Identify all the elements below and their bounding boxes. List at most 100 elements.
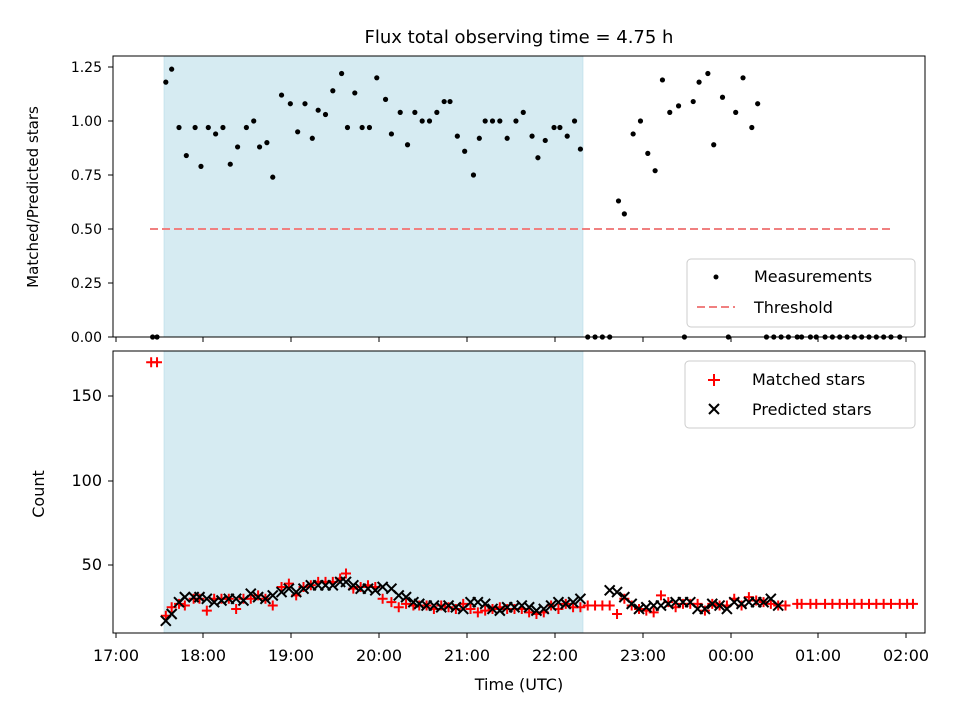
predicted-star-point	[267, 589, 279, 602]
count-points	[146, 357, 918, 627]
matched-star-point	[341, 568, 352, 579]
matched-star-point	[443, 602, 454, 613]
measurement-point	[220, 124, 226, 131]
predicted-star-point	[545, 599, 557, 612]
measurement-point	[243, 124, 249, 131]
measurement-point	[489, 118, 496, 124]
measurement-point	[412, 109, 418, 115]
measurement-point	[330, 88, 336, 94]
measurement-point	[551, 124, 557, 131]
measurement-point	[359, 124, 365, 131]
matched-star-point	[231, 603, 242, 614]
predicted-star-point	[611, 586, 623, 598]
measurement-point	[309, 135, 315, 141]
matched-star-point	[401, 598, 412, 609]
x-tick-label: 00:00	[708, 646, 754, 665]
measurement-point	[344, 124, 351, 131]
measurement-point	[497, 118, 503, 124]
predicted-star-point	[340, 576, 352, 588]
matched-star-point	[524, 607, 535, 618]
measurement-point	[577, 146, 584, 152]
measurement-point	[426, 118, 433, 124]
predicted-star-point	[179, 591, 191, 603]
measurement-point	[404, 142, 411, 148]
measurement-point	[315, 107, 321, 113]
measurement-point	[264, 140, 270, 146]
measurement-point	[169, 66, 175, 72]
matched-star-point	[283, 578, 294, 589]
matched-star-point	[201, 605, 212, 616]
measurement-point	[630, 131, 636, 137]
top-y-tick-label: 1.25	[71, 60, 102, 76]
bottom-x-ticks: 17:00 18:00 19:00 20:00 21:00 22:00 23:0…	[93, 633, 929, 665]
measurement-point	[419, 118, 425, 124]
predicted-star-point	[772, 599, 784, 612]
bottom-y-tick-label: 100	[71, 471, 102, 490]
x-tick-label: 21:00	[444, 646, 490, 665]
measurement-point	[287, 101, 293, 107]
measurement-point	[520, 109, 526, 115]
predicted-star-point	[347, 579, 360, 591]
top-legend-box	[686, 258, 916, 328]
measurement-point	[163, 79, 169, 85]
measurement-point	[447, 98, 453, 105]
measurement-point	[234, 144, 241, 150]
matched-star-point	[267, 600, 278, 611]
measurement-point	[749, 124, 755, 131]
measurement-point	[352, 90, 358, 96]
matched-star-point	[480, 605, 491, 616]
legend-predicted-label: Predicted stars	[752, 400, 872, 419]
measurement-point	[675, 103, 682, 109]
measurement-point	[482, 118, 488, 124]
matched-star-point	[811, 598, 822, 609]
legend-matched-label: Matched stars	[752, 370, 865, 389]
top-shaded-span	[163, 55, 584, 338]
predicted-star-point	[283, 582, 295, 595]
x-tick-label: 18:00	[180, 646, 226, 665]
measurement-point	[213, 131, 219, 137]
measurement-point	[504, 135, 510, 141]
bottom-legend: Matched stars Predicted stars	[684, 360, 916, 429]
matched-star-point	[355, 581, 366, 592]
predicted-star-point	[245, 588, 257, 600]
chart-title: Flux total observing time = 4.75 h	[365, 27, 674, 48]
measurement-point	[557, 124, 563, 131]
top-legend: Measurements Threshold	[686, 258, 916, 328]
predicted-star-point	[400, 591, 412, 603]
matched-star-point	[173, 598, 184, 609]
x-tick-label: 17:00	[93, 646, 139, 665]
top-y-tick-label: 0.25	[71, 276, 102, 292]
measurement-point	[667, 109, 673, 115]
top-y-ticks: 0.00 0.25 0.50 0.75 1.00 1.25	[71, 60, 113, 346]
measurement-point	[535, 155, 541, 161]
predicted-star-point	[259, 593, 272, 605]
predicted-star-point	[297, 582, 310, 595]
legend-threshold-label: Threshold	[753, 298, 833, 317]
predicted-star-point	[713, 599, 726, 612]
predicted-star-point	[201, 593, 213, 605]
bottom-y-axis-label: Count	[29, 470, 48, 518]
predicted-star-point	[494, 604, 506, 617]
measurement-point	[388, 131, 395, 137]
predicted-star-point	[290, 586, 302, 598]
measurement-point	[705, 70, 711, 77]
measurement-point	[476, 135, 482, 141]
matched-star-point	[472, 607, 483, 618]
matched-star-point	[465, 603, 476, 614]
predicted-star-point	[625, 598, 638, 610]
measurement-point	[755, 101, 761, 107]
predicted-star-point	[757, 596, 770, 608]
x-tick-label: 23:00	[620, 646, 666, 665]
x-tick-label: 19:00	[268, 646, 314, 665]
bottom-shaded-span	[163, 350, 584, 634]
bottom-legend-box	[684, 360, 916, 429]
legend-predicted-marker	[708, 403, 720, 415]
matched-star-point	[604, 600, 615, 611]
matched-star-point	[907, 598, 918, 609]
x-axis-label: Time (UTC)	[474, 675, 563, 694]
top-y-tick-label: 1.00	[71, 114, 102, 130]
predicted-star-point	[327, 579, 339, 591]
measurement-point	[621, 211, 627, 217]
matched-star-point	[276, 581, 287, 592]
top-axes-frame	[112, 55, 926, 338]
